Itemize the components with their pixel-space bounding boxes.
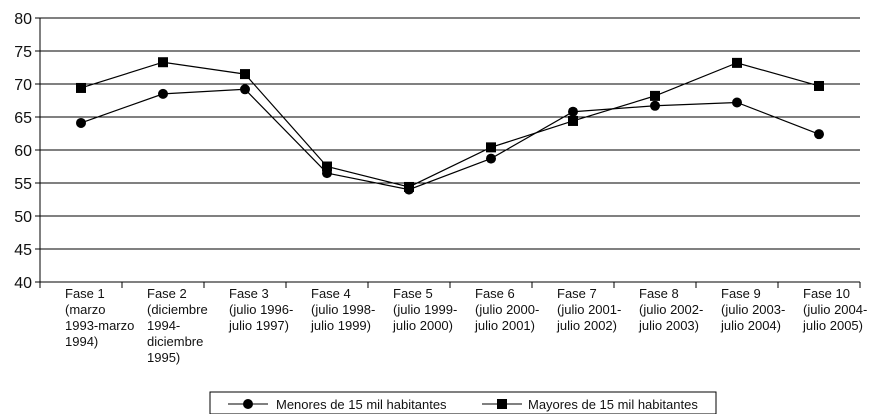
series-2-point-8 [650, 90, 660, 101]
series-line-2 [80, 61, 820, 188]
x-category-label-2: Fase 2 (diciembre 1994-diciembre 1995) [147, 286, 208, 365]
x-category-label-5: Fase 5 (julio 1999-julio 2000) [392, 286, 457, 333]
legend-label-mayores: Mayores de 15 mil habitantes [528, 397, 698, 412]
series-2-point-7 [568, 115, 578, 126]
y-tick-label-55: 55 [14, 176, 32, 193]
series-2-point-5 [404, 181, 414, 192]
series-2-point-1 [76, 82, 86, 93]
x-category-label-7: Fase 7 (julio 2001-julio 2002) [556, 286, 621, 333]
series-1-point-9 [732, 97, 742, 108]
legend-marker-square [497, 399, 507, 409]
x-axis: Fase 1 (marzo 1993-marzo 1994)Fase 2 (diciem… [39, 282, 867, 365]
series-2-point-4 [322, 161, 332, 172]
series-2-point-2 [158, 57, 168, 68]
series-1-point-10 [814, 129, 824, 140]
y-tick-label-70: 70 [14, 77, 32, 94]
x-category-label-10: Fase 10 (julio 2004-julio 2005) [802, 286, 867, 333]
y-tick-label-80: 80 [14, 11, 32, 28]
series-1-point-2 [158, 88, 168, 99]
gridlines [40, 17, 860, 283]
series-1-point-8 [650, 100, 660, 111]
series-1-point-3 [240, 84, 250, 95]
series-2-point-9 [732, 57, 742, 68]
legend: Menores de 15 mil habitantes Mayores de … [209, 391, 717, 414]
series-2-point-10 [814, 80, 824, 91]
x-category-label-6: Fase 6 (julio 2000-julio 2001) [474, 286, 539, 333]
y-tick-label-40: 40 [14, 275, 32, 292]
y-tick-label-75: 75 [14, 44, 32, 61]
x-category-label-8: Fase 8 (julio 2002-julio 2003) [638, 286, 703, 333]
y-tick-label-50: 50 [14, 209, 32, 226]
x-category-label-9: Fase 9 (julio 2003-julio 2004) [720, 286, 785, 333]
legend-box [209, 391, 717, 414]
x-category-label-3: Fase 3 (julio 1996-julio 1997) [228, 286, 293, 333]
series-2-point-6 [486, 142, 496, 153]
x-category-label-1: Fase 1 (marzo 1993-marzo 1994) [65, 286, 134, 349]
legend-marker-circle [243, 399, 253, 409]
legend-label-menores: Menores de 15 mil habitantes [276, 397, 447, 412]
y-axis: 40 45 50 55 60 65 70 75 80 [14, 11, 41, 292]
y-tick-label-65: 65 [14, 110, 32, 127]
series-1-point-1 [76, 117, 86, 128]
series-1-point-7 [568, 106, 578, 117]
series-group [76, 57, 824, 195]
y-tick-label-45: 45 [14, 242, 32, 259]
series-line-1 [80, 88, 820, 191]
series-1-point-6 [486, 153, 496, 164]
x-category-label-4: Fase 4 (julio 1998-julio 1999) [310, 286, 375, 333]
series-2-point-3 [240, 69, 250, 80]
y-tick-label-60: 60 [14, 143, 32, 160]
